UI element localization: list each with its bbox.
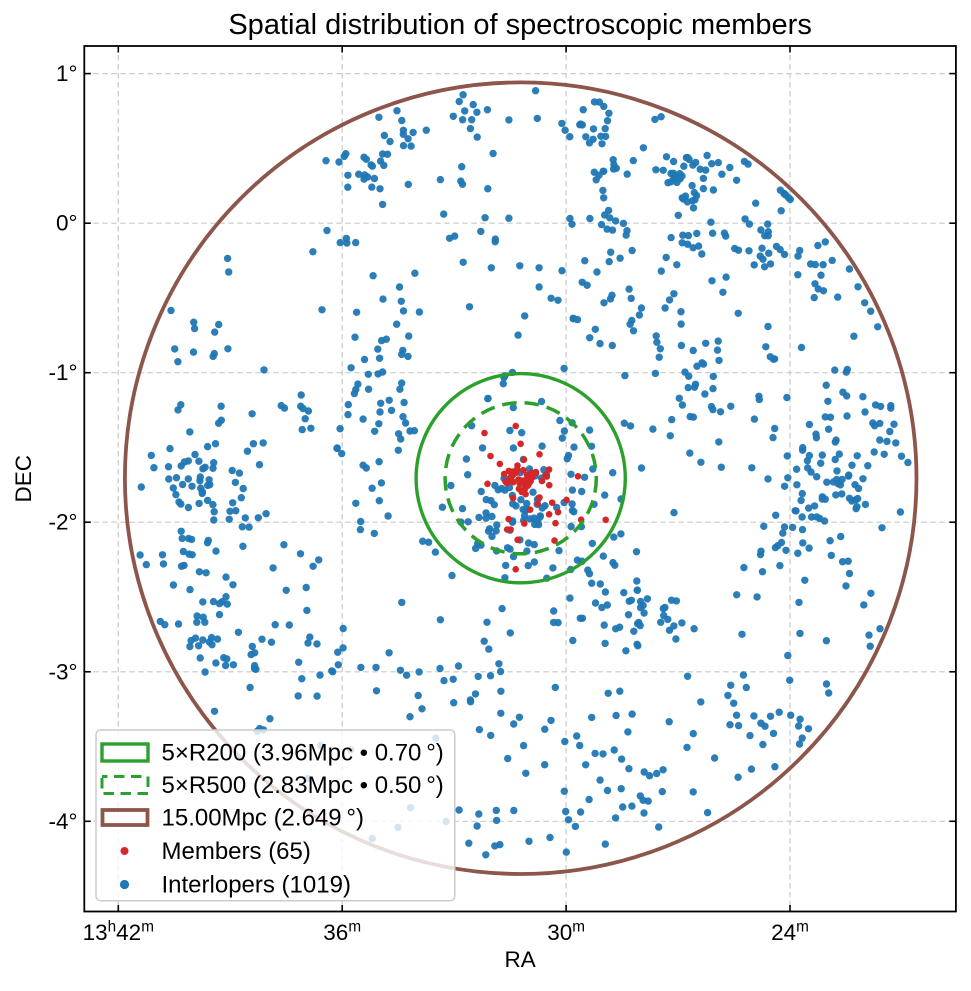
- svg-text:13h​42m​: 13h​42m​: [83, 919, 154, 946]
- svg-text:0°: 0°: [56, 211, 78, 236]
- svg-text:36m​: 36m​: [323, 919, 361, 946]
- svg-text:1°: 1°: [56, 61, 78, 86]
- svg-text:5×R200 (3.96Mpc • 0.70 °): 5×R200 (3.96Mpc • 0.70 °): [162, 740, 444, 767]
- svg-text:24m​: 24m​: [771, 919, 809, 946]
- svg-text:5×R500 (2.83Mpc • 0.50 °): 5×R500 (2.83Mpc • 0.50 °): [162, 772, 444, 799]
- svg-text:RA: RA: [504, 947, 535, 972]
- svg-text:Spatial distribution of spectr: Spatial distribution of spectroscopic me…: [228, 9, 811, 41]
- svg-text:DEC: DEC: [11, 455, 36, 503]
- svg-text:Interlopers (1019): Interlopers (1019): [162, 872, 351, 899]
- svg-text:30m​: 30m​: [547, 919, 585, 946]
- svg-text:-1°: -1°: [48, 360, 77, 385]
- svg-text:-3°: -3°: [48, 659, 77, 684]
- svg-text:Members (65): Members (65): [162, 838, 311, 865]
- svg-text:15.00Mpc (2.649 °): 15.00Mpc (2.649 °): [162, 805, 365, 832]
- svg-text:-4°: -4°: [48, 809, 77, 834]
- svg-text:-2°: -2°: [48, 510, 77, 535]
